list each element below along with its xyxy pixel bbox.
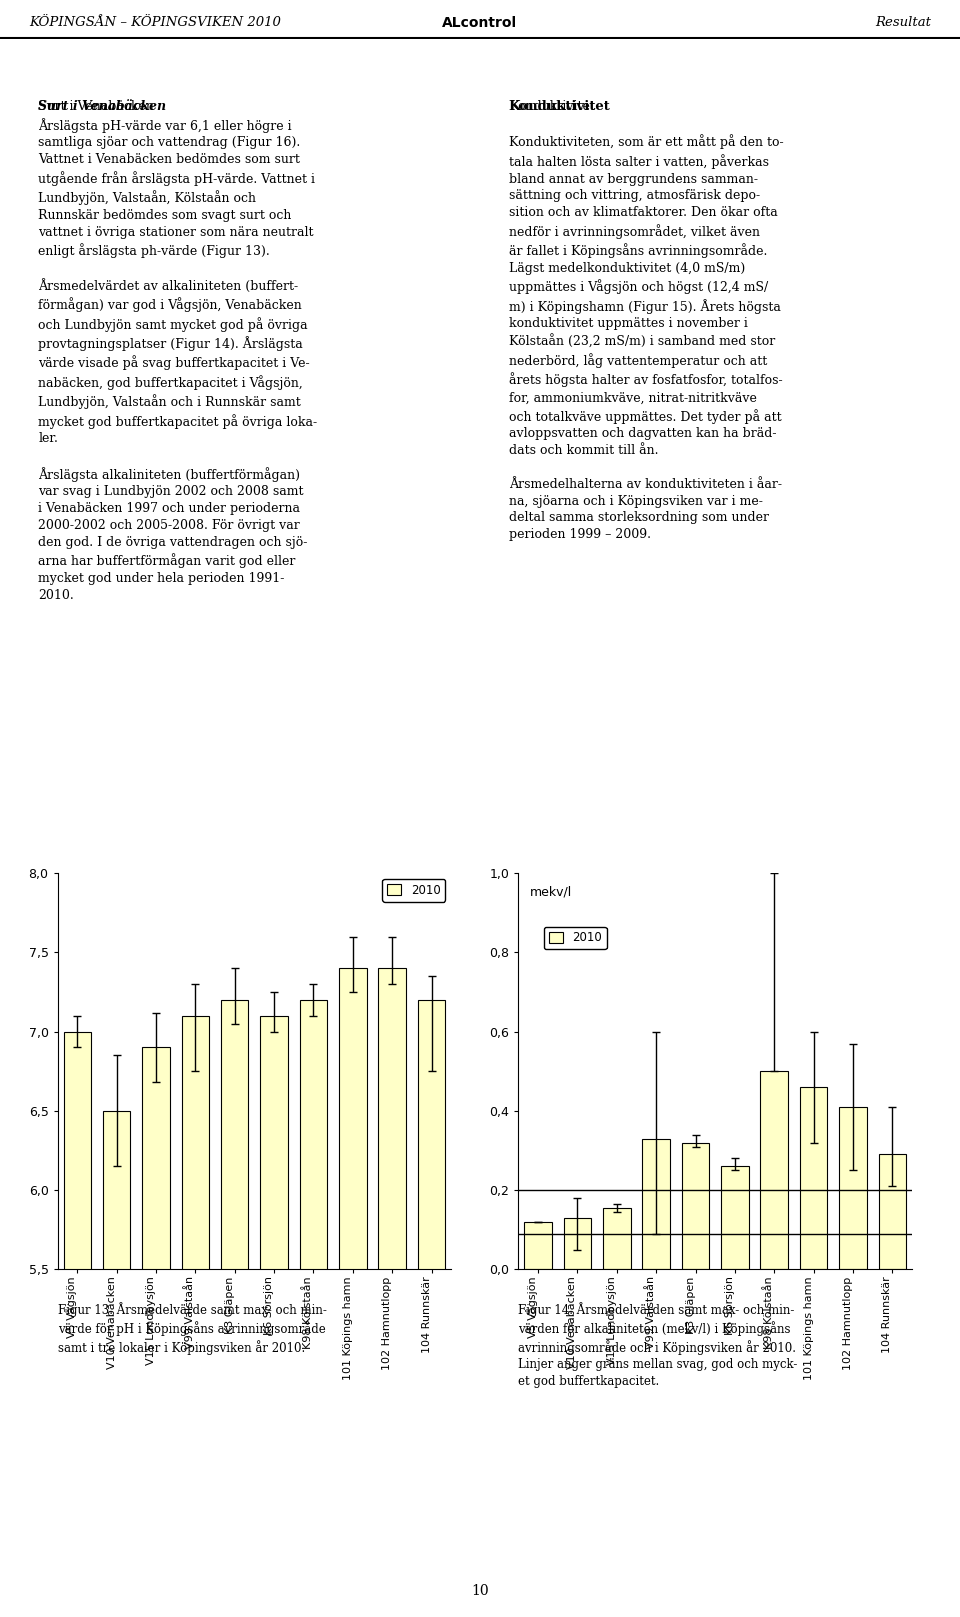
Text: mekv/l: mekv/l [530,884,572,897]
Bar [564,1218,591,1269]
Bar [642,1138,670,1269]
Text: Konduktivitet: Konduktivitet [509,100,611,113]
Bar [524,1222,552,1269]
Bar [142,1048,170,1617]
Bar [339,969,367,1617]
Bar [721,1166,749,1269]
Bar [839,1108,867,1269]
Bar [800,1087,828,1269]
Legend: 2010: 2010 [382,880,445,902]
Bar [760,1070,788,1269]
Bar [878,1155,906,1269]
Text: Figur 13. Årsmedelvärde samt max- och min-
värde för pH i Köpingsåns avrinningso: Figur 13. Årsmedelvärde samt max- och mi… [58,1302,326,1355]
Bar [260,1015,288,1617]
Bar [418,999,445,1617]
Text: 10: 10 [471,1583,489,1598]
Bar [603,1208,631,1269]
Text: Resultat: Resultat [876,16,931,29]
Bar [63,1032,91,1617]
Bar [378,969,406,1617]
Legend: 2010: 2010 [544,927,607,949]
Text: KÖPINGSÅN – KÖPINGSVIKEN 2010: KÖPINGSÅN – KÖPINGSVIKEN 2010 [29,16,280,29]
Text: Figur 14. Årsmedelvärden samt max- och min-
värden för alkaliniteten (mekv/l) i : Figur 14. Årsmedelvärden samt max- och m… [518,1302,798,1387]
Bar [103,1111,131,1617]
Text: Surt i Venabäcken: Surt i Venabäcken [38,100,166,113]
Bar [682,1143,709,1269]
Text: ALcontrol: ALcontrol [443,16,517,29]
Bar [300,999,327,1617]
Bar [181,1015,209,1617]
Text: Surt i Venabäcken
Årslägsta pH-värde var 6,1 eller högre i
samtliga sjöar och va: Surt i Venabäcken Årslägsta pH-värde var… [38,100,318,602]
Bar [221,999,249,1617]
Text: Konduktivitet

Konduktiviteten, som är ett mått på den to-
tala halten lösta sal: Konduktivitet Konduktiviteten, som är et… [509,100,783,542]
